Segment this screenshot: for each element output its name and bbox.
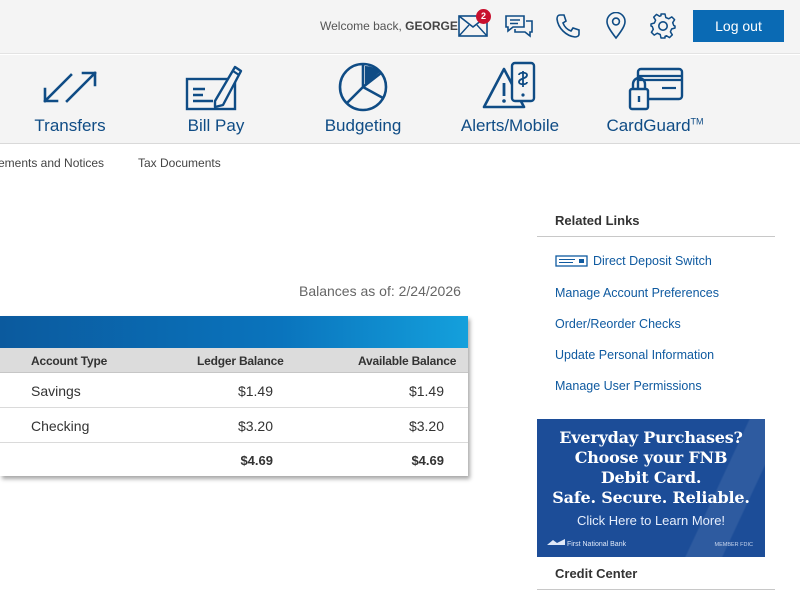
logout-button[interactable]: Log out	[693, 10, 784, 42]
ad-headline-4: Safe. Secure. Reliable.	[552, 488, 750, 507]
column-ledger-balance: Ledger Balance	[197, 354, 284, 368]
feature-nav: Transfers Bill Pay Budgeting Alerts/Mobi…	[0, 55, 800, 144]
phone-icon[interactable]	[552, 11, 584, 41]
ledger-balance: $3.20	[237, 418, 273, 434]
welcome-message: Welcome back, GEORGE	[320, 19, 458, 33]
ad-headline-1: Everyday Purchases?	[559, 428, 743, 447]
feature-bill-pay[interactable]: Bill Pay	[166, 55, 266, 144]
bank-name: First National Bank	[566, 541, 627, 548]
table-total-row: $4.69 $4.69	[0, 443, 468, 478]
subnav-tax-documents[interactable]: Tax Documents	[138, 156, 221, 170]
feature-label: Alerts/Mobile	[460, 116, 560, 135]
feature-label: Budgeting	[324, 116, 402, 135]
table-header-band	[0, 316, 468, 348]
feature-budgeting[interactable]: Budgeting	[313, 55, 413, 144]
pie-chart-icon	[338, 62, 388, 112]
alert-mobile-icon	[482, 61, 536, 109]
available-balance: $3.20	[408, 418, 444, 434]
bank-logo-icon	[547, 539, 565, 545]
ad-headline-2: Choose your FNB	[574, 448, 728, 467]
ad-headline-3: Debit Card.	[600, 468, 702, 487]
top-bar: Welcome back, GEORGE 2 Log out	[0, 0, 800, 54]
ledger-total: $4.69	[240, 453, 273, 468]
feature-label: Transfers	[34, 116, 106, 135]
ad-decoration	[675, 419, 765, 557]
user-name: GEORGE	[405, 19, 458, 33]
feature-cardguard[interactable]: CardGuardTM	[600, 55, 710, 144]
chat-icon[interactable]	[503, 11, 535, 41]
table-column-header: Account Type Ledger Balance Available Ba…	[0, 348, 468, 373]
location-icon[interactable]	[600, 11, 632, 41]
divider	[537, 236, 775, 237]
link-update-personal-information[interactable]: Update Personal Information	[555, 348, 715, 362]
subnav-statements-and-notices[interactable]: ements and Notices	[0, 156, 105, 170]
table-row[interactable]: Checking $3.20 $3.20	[0, 408, 468, 443]
welcome-prefix: Welcome back,	[320, 19, 406, 33]
feature-label-text: CardGuard	[606, 116, 691, 135]
card-lock-icon	[628, 67, 684, 111]
transfer-arrows-icon	[43, 71, 97, 103]
messages-badge: 2	[476, 9, 491, 24]
feature-transfers[interactable]: Transfers	[20, 55, 120, 144]
account-type: Checking	[31, 418, 90, 434]
column-account-type: Account Type	[31, 354, 108, 368]
trademark-mark: TM	[690, 116, 704, 127]
debit-card-ad-banner[interactable]: Everyday Purchases? Choose your FNB Debi…	[537, 419, 765, 557]
account-type: Savings	[31, 383, 81, 399]
link-manage-user-permissions[interactable]: Manage User Permissions	[555, 379, 702, 393]
credit-center-title: Credit Center	[555, 566, 638, 581]
ad-cta: Click Here to Learn More!	[576, 513, 726, 528]
related-links-title: Related Links	[555, 213, 640, 228]
check-icon	[555, 255, 588, 267]
mail-icon[interactable]: 2	[457, 9, 491, 41]
column-available-balance: Available Balance	[358, 354, 457, 368]
gear-icon[interactable]	[647, 11, 679, 41]
feature-alerts-mobile[interactable]: Alerts/Mobile	[450, 55, 570, 144]
divider	[537, 589, 775, 590]
table-row[interactable]: Savings $1.49 $1.49	[0, 373, 468, 408]
balances-table: Account Type Ledger Balance Available Ba…	[0, 316, 468, 476]
balances-as-of: Balances as of: 2/24/2026	[299, 283, 461, 299]
feature-label: Bill Pay	[187, 116, 245, 135]
link-order-reorder-checks[interactable]: Order/Reorder Checks	[555, 317, 681, 331]
link-direct-deposit-switch[interactable]: Direct Deposit Switch	[593, 254, 712, 268]
feature-label: CardGuardTM	[600, 116, 710, 136]
link-manage-account-preferences[interactable]: Manage Account Preferences	[555, 286, 719, 300]
available-total: $4.69	[411, 453, 444, 468]
check-pen-icon	[185, 65, 243, 111]
bank-logo: First National Bank	[547, 539, 626, 548]
ledger-balance: $1.49	[237, 383, 273, 399]
available-balance: $1.49	[408, 383, 444, 399]
fdic-label: MEMBER FDIC	[714, 542, 754, 548]
